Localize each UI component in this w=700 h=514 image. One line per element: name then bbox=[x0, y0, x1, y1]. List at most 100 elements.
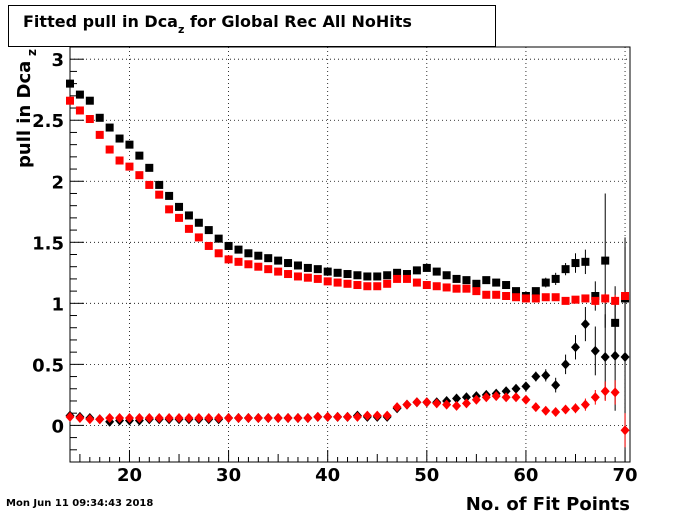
chart-title: Fitted pull in Dcaz for Global Rec All N… bbox=[8, 5, 496, 47]
data-point-diamond bbox=[580, 399, 590, 410]
data-point-diamond bbox=[184, 413, 194, 424]
data-point-square bbox=[512, 293, 521, 302]
y-tick-label: 1 bbox=[51, 294, 64, 315]
data-point-square bbox=[303, 273, 312, 282]
y-axis-title: pull in Dca bbox=[14, 61, 35, 168]
data-point-square bbox=[363, 272, 372, 281]
data-point-diamond bbox=[511, 392, 521, 403]
data-point-square bbox=[462, 276, 471, 285]
y-tick-label: 2.5 bbox=[32, 111, 64, 132]
data-point-square bbox=[581, 257, 590, 266]
data-point-square bbox=[175, 213, 184, 222]
x-axis-title: No. of Fit Points bbox=[466, 494, 630, 514]
x-tick-label: 50 bbox=[414, 465, 439, 486]
title-rest: for Global Rec All NoHits bbox=[184, 12, 412, 31]
data-point-square bbox=[274, 267, 283, 276]
data-point-square bbox=[323, 277, 332, 286]
title-main: Fitted pull in Dca bbox=[23, 12, 178, 31]
data-point-square bbox=[155, 180, 164, 189]
data-point-diamond bbox=[501, 386, 511, 397]
data-point-diamond bbox=[610, 350, 620, 361]
data-point-square bbox=[194, 218, 203, 227]
data-markers bbox=[65, 79, 630, 436]
data-point-diamond bbox=[144, 413, 154, 424]
data-point-diamond bbox=[283, 413, 293, 424]
data-point-square bbox=[482, 276, 491, 285]
data-point-diamond bbox=[95, 414, 105, 425]
data-point-square bbox=[234, 257, 243, 266]
x-tick-label: 70 bbox=[613, 465, 638, 486]
data-point-square bbox=[184, 224, 193, 233]
data-point-diamond bbox=[323, 411, 333, 422]
data-point-square bbox=[145, 163, 154, 172]
data-point-diamond bbox=[442, 399, 452, 410]
data-point-square bbox=[194, 233, 203, 242]
data-point-diamond bbox=[620, 425, 630, 436]
data-point-square bbox=[105, 123, 114, 132]
data-point-diamond bbox=[412, 397, 422, 408]
data-point-square bbox=[343, 270, 352, 279]
data-point-square bbox=[402, 274, 411, 283]
data-point-diamond bbox=[561, 404, 571, 415]
data-point-diamond bbox=[570, 403, 580, 414]
data-point-square bbox=[402, 270, 411, 279]
data-point-diamond bbox=[501, 392, 511, 403]
y-axis-title-subscript: z bbox=[25, 49, 39, 56]
data-point-diamond bbox=[362, 410, 372, 421]
data-point-square bbox=[224, 241, 233, 250]
data-point-square bbox=[135, 151, 144, 160]
data-point-diamond bbox=[65, 411, 75, 422]
data-point-square bbox=[214, 249, 223, 258]
tick-labels: 20 30 40 50 60 70 0 0.5 1 1.5 2 2.5 3 bbox=[32, 50, 637, 486]
data-point-diamond bbox=[392, 402, 402, 413]
data-point-square bbox=[284, 270, 293, 279]
x-tick-label: 40 bbox=[315, 465, 340, 486]
data-point-diamond bbox=[471, 394, 481, 405]
data-point-square bbox=[452, 284, 461, 293]
data-point-diamond bbox=[174, 413, 184, 424]
data-point-square bbox=[75, 90, 84, 99]
x-tick-label: 20 bbox=[117, 465, 142, 486]
timestamp: Mon Jun 11 09:34:43 2018 bbox=[6, 498, 154, 509]
data-point-diamond bbox=[382, 410, 392, 421]
data-point-diamond bbox=[134, 413, 144, 424]
data-point-diamond bbox=[610, 387, 620, 398]
data-point-diamond bbox=[253, 413, 263, 424]
data-point-square bbox=[274, 256, 283, 265]
data-point-diamond bbox=[521, 381, 531, 392]
data-point-square bbox=[155, 190, 164, 199]
data-point-diamond bbox=[343, 411, 353, 422]
data-point-square bbox=[125, 162, 134, 171]
x-tick-label: 60 bbox=[513, 465, 538, 486]
data-point-diamond bbox=[214, 413, 224, 424]
data-point-diamond bbox=[263, 413, 273, 424]
title-subscript: z bbox=[177, 23, 185, 36]
data-point-square bbox=[254, 262, 263, 271]
data-point-square bbox=[244, 249, 253, 258]
data-point-diamond bbox=[124, 413, 134, 424]
data-point-square bbox=[531, 287, 540, 296]
data-point-square bbox=[611, 296, 620, 305]
data-point-square bbox=[214, 234, 223, 243]
data-point-diamond bbox=[461, 392, 471, 403]
data-point-square bbox=[591, 296, 600, 305]
data-point-square bbox=[422, 263, 431, 272]
data-point-square bbox=[363, 282, 372, 291]
y-tick-label: 0.5 bbox=[32, 355, 64, 376]
data-point-square bbox=[175, 202, 184, 211]
data-point-diamond bbox=[75, 413, 85, 424]
data-point-diamond bbox=[600, 352, 610, 363]
data-point-diamond bbox=[600, 386, 610, 397]
data-point-diamond bbox=[541, 370, 551, 381]
data-point-square bbox=[303, 263, 312, 272]
data-point-square bbox=[135, 171, 144, 180]
data-point-diamond bbox=[333, 411, 343, 422]
data-point-square bbox=[95, 113, 104, 122]
data-point-square bbox=[66, 96, 74, 105]
data-point-square bbox=[165, 205, 174, 214]
data-point-diamond bbox=[402, 399, 412, 410]
x-tick-label: 30 bbox=[216, 465, 241, 486]
data-point-square bbox=[264, 254, 273, 263]
data-point-square bbox=[621, 292, 630, 300]
